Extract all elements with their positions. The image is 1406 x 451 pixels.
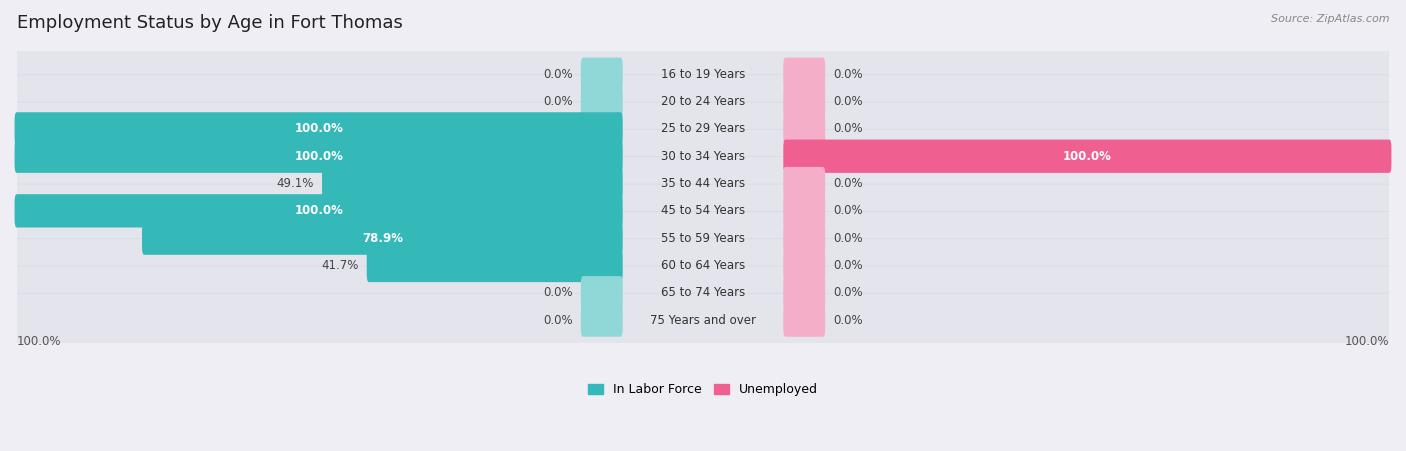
- FancyBboxPatch shape: [783, 194, 825, 227]
- FancyBboxPatch shape: [783, 221, 825, 255]
- Text: 0.0%: 0.0%: [834, 95, 863, 108]
- FancyBboxPatch shape: [14, 194, 623, 227]
- Text: 100.0%: 100.0%: [1346, 335, 1389, 348]
- FancyBboxPatch shape: [11, 212, 1395, 265]
- FancyBboxPatch shape: [11, 293, 1395, 347]
- FancyBboxPatch shape: [11, 75, 1395, 129]
- FancyBboxPatch shape: [11, 266, 1395, 320]
- FancyBboxPatch shape: [783, 112, 825, 146]
- FancyBboxPatch shape: [783, 276, 825, 309]
- Text: 75 Years and over: 75 Years and over: [650, 313, 756, 327]
- Text: 0.0%: 0.0%: [834, 259, 863, 272]
- Text: 25 to 29 Years: 25 to 29 Years: [661, 122, 745, 135]
- FancyBboxPatch shape: [783, 249, 825, 282]
- Legend: In Labor Force, Unemployed: In Labor Force, Unemployed: [583, 378, 823, 401]
- Text: 0.0%: 0.0%: [834, 122, 863, 135]
- Text: 100.0%: 100.0%: [17, 335, 60, 348]
- FancyBboxPatch shape: [322, 167, 623, 200]
- FancyBboxPatch shape: [14, 139, 623, 173]
- Text: 0.0%: 0.0%: [834, 286, 863, 299]
- FancyBboxPatch shape: [783, 304, 825, 337]
- Text: 55 to 59 Years: 55 to 59 Years: [661, 232, 745, 244]
- Text: 0.0%: 0.0%: [834, 68, 863, 81]
- Text: 60 to 64 Years: 60 to 64 Years: [661, 259, 745, 272]
- Text: 0.0%: 0.0%: [543, 68, 572, 81]
- Text: 100.0%: 100.0%: [294, 150, 343, 163]
- Text: 0.0%: 0.0%: [543, 286, 572, 299]
- Text: 20 to 24 Years: 20 to 24 Years: [661, 95, 745, 108]
- Text: 0.0%: 0.0%: [834, 177, 863, 190]
- Text: 0.0%: 0.0%: [834, 232, 863, 244]
- FancyBboxPatch shape: [11, 102, 1395, 156]
- Text: 0.0%: 0.0%: [834, 204, 863, 217]
- Text: 100.0%: 100.0%: [294, 122, 343, 135]
- FancyBboxPatch shape: [11, 239, 1395, 292]
- Text: 41.7%: 41.7%: [321, 259, 359, 272]
- FancyBboxPatch shape: [11, 184, 1395, 238]
- FancyBboxPatch shape: [783, 58, 825, 91]
- FancyBboxPatch shape: [783, 139, 1392, 173]
- FancyBboxPatch shape: [367, 249, 623, 282]
- FancyBboxPatch shape: [783, 85, 825, 118]
- Text: 45 to 54 Years: 45 to 54 Years: [661, 204, 745, 217]
- Text: Source: ZipAtlas.com: Source: ZipAtlas.com: [1271, 14, 1389, 23]
- Text: Employment Status by Age in Fort Thomas: Employment Status by Age in Fort Thomas: [17, 14, 402, 32]
- Text: 78.9%: 78.9%: [361, 232, 404, 244]
- FancyBboxPatch shape: [11, 47, 1395, 101]
- FancyBboxPatch shape: [14, 112, 623, 146]
- FancyBboxPatch shape: [142, 221, 623, 255]
- FancyBboxPatch shape: [11, 156, 1395, 210]
- FancyBboxPatch shape: [581, 304, 623, 337]
- Text: 100.0%: 100.0%: [294, 204, 343, 217]
- Text: 0.0%: 0.0%: [543, 313, 572, 327]
- Text: 0.0%: 0.0%: [834, 313, 863, 327]
- FancyBboxPatch shape: [581, 85, 623, 118]
- FancyBboxPatch shape: [11, 129, 1395, 183]
- FancyBboxPatch shape: [783, 167, 825, 200]
- Text: 30 to 34 Years: 30 to 34 Years: [661, 150, 745, 163]
- FancyBboxPatch shape: [581, 276, 623, 309]
- Text: 65 to 74 Years: 65 to 74 Years: [661, 286, 745, 299]
- Text: 49.1%: 49.1%: [277, 177, 314, 190]
- FancyBboxPatch shape: [581, 58, 623, 91]
- Text: 0.0%: 0.0%: [543, 95, 572, 108]
- Text: 16 to 19 Years: 16 to 19 Years: [661, 68, 745, 81]
- Text: 35 to 44 Years: 35 to 44 Years: [661, 177, 745, 190]
- Text: 100.0%: 100.0%: [1063, 150, 1112, 163]
